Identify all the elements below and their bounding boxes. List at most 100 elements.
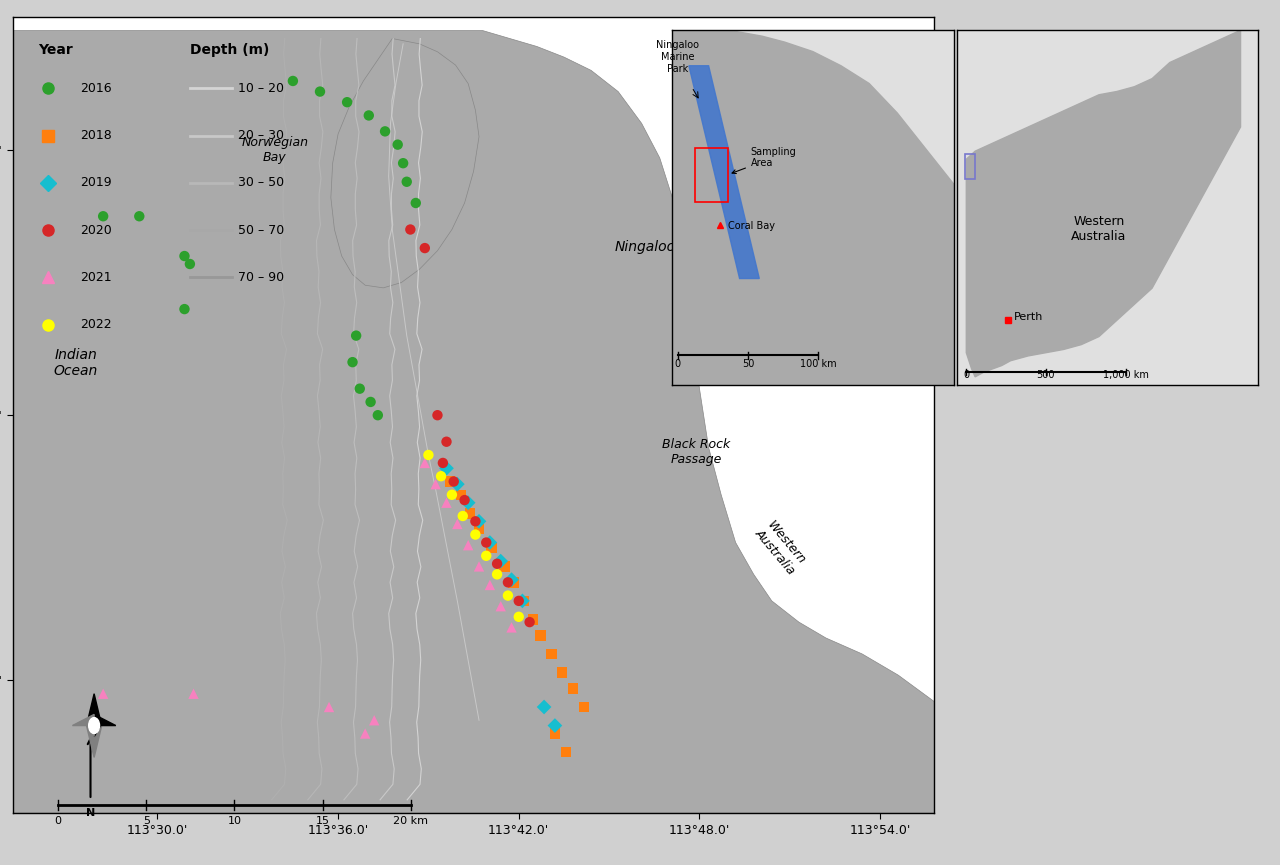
- Point: [508, 594, 529, 608]
- Polygon shape: [672, 30, 954, 385]
- Point: [431, 470, 452, 484]
- Point: [397, 175, 417, 189]
- Point: [563, 682, 584, 695]
- Text: Black Rock
Passage: Black Rock Passage: [662, 438, 730, 466]
- Point: [498, 575, 518, 589]
- Point: [468, 560, 489, 573]
- Point: [468, 522, 489, 536]
- Point: [556, 745, 576, 759]
- Text: 5: 5: [142, 816, 150, 826]
- Point: [436, 496, 457, 509]
- Text: Norwegian
Bay: Norwegian Bay: [242, 136, 308, 163]
- Point: [358, 108, 379, 122]
- Text: 100 km: 100 km: [800, 359, 837, 369]
- Point: [425, 477, 445, 491]
- Bar: [695, 149, 728, 202]
- Point: [367, 408, 388, 422]
- Point: [552, 665, 572, 679]
- Polygon shape: [966, 30, 1240, 377]
- Point: [342, 356, 362, 369]
- Point: [447, 477, 467, 491]
- Point: [93, 209, 114, 223]
- Point: [451, 488, 471, 502]
- Point: [428, 408, 448, 422]
- Point: [310, 85, 330, 99]
- Point: [573, 700, 594, 714]
- Point: [460, 506, 480, 520]
- Point: [319, 700, 339, 714]
- Point: [486, 557, 507, 571]
- Circle shape: [88, 718, 100, 734]
- Point: [419, 448, 439, 462]
- Point: [283, 74, 303, 88]
- Polygon shape: [95, 714, 115, 737]
- Point: [476, 535, 497, 549]
- Point: [545, 727, 566, 740]
- Point: [490, 599, 511, 613]
- Point: [524, 612, 544, 626]
- Point: [454, 493, 475, 507]
- Point: [361, 395, 381, 409]
- Point: [415, 241, 435, 255]
- Polygon shape: [73, 714, 95, 737]
- Point: [486, 567, 507, 581]
- Text: 0: 0: [964, 370, 969, 381]
- Point: [436, 461, 457, 475]
- Point: [520, 615, 540, 629]
- Point: [436, 435, 457, 449]
- Point: [458, 538, 479, 552]
- Point: [498, 589, 518, 603]
- Point: [393, 157, 413, 170]
- Point: [480, 578, 500, 592]
- Point: [503, 575, 524, 589]
- Polygon shape: [13, 30, 934, 813]
- Text: Ningaloo: Ningaloo: [614, 240, 676, 253]
- Point: [440, 475, 461, 489]
- Text: 500: 500: [1037, 370, 1055, 381]
- Point: [415, 456, 435, 470]
- Point: [530, 629, 550, 643]
- Text: Perth: Perth: [1014, 312, 1043, 323]
- Point: [447, 517, 467, 531]
- Point: [443, 475, 463, 489]
- Point: [480, 535, 500, 549]
- Polygon shape: [87, 726, 101, 758]
- Bar: [965, 154, 975, 178]
- Polygon shape: [330, 39, 479, 288]
- Point: [442, 488, 462, 502]
- Point: [179, 257, 200, 271]
- Text: 10: 10: [228, 816, 242, 826]
- Point: [515, 594, 535, 608]
- Point: [433, 456, 453, 470]
- Point: [375, 125, 396, 138]
- Text: Western
Australia: Western Australia: [753, 517, 809, 577]
- Point: [183, 687, 204, 701]
- Point: [129, 209, 150, 223]
- Point: [465, 515, 485, 529]
- Point: [93, 687, 114, 701]
- Point: [388, 138, 408, 151]
- Text: 50: 50: [742, 359, 754, 369]
- Point: [458, 496, 479, 509]
- Point: [508, 610, 529, 624]
- Point: [494, 560, 515, 573]
- Point: [502, 573, 522, 586]
- Text: 1,000 km: 1,000 km: [1102, 370, 1148, 381]
- Point: [174, 302, 195, 316]
- Point: [545, 719, 566, 733]
- Point: [406, 196, 426, 210]
- Point: [534, 700, 554, 714]
- Point: [541, 647, 562, 661]
- Point: [174, 249, 195, 263]
- Polygon shape: [689, 66, 759, 279]
- Point: [490, 554, 511, 568]
- Text: Western
Australia: Western Australia: [1071, 215, 1126, 243]
- Text: 0: 0: [675, 359, 681, 369]
- Point: [512, 594, 532, 608]
- Text: Indian
Ocean: Indian Ocean: [54, 349, 99, 378]
- Point: [337, 95, 357, 109]
- Text: 20 km: 20 km: [393, 816, 429, 826]
- Text: Sampling
Area: Sampling Area: [732, 147, 796, 174]
- Text: 0: 0: [55, 816, 61, 826]
- Point: [502, 620, 522, 634]
